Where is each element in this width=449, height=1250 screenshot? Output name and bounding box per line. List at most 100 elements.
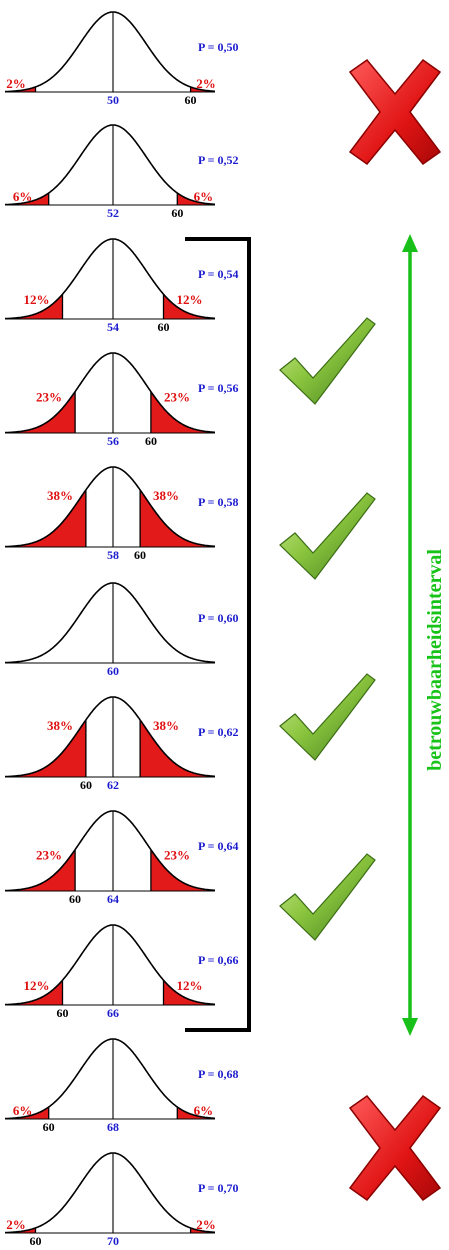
right-percent-label: 23% bbox=[164, 848, 190, 863]
left-percent-label: 2% bbox=[6, 76, 26, 91]
green-checkmark-icon bbox=[279, 492, 376, 580]
sample-value-label: 60 bbox=[145, 434, 157, 448]
left-percent-label: 38% bbox=[47, 718, 73, 733]
interval-label: betrouwbaarheidsinterval bbox=[424, 549, 446, 771]
sample-value-label: 60 bbox=[43, 1120, 55, 1134]
distribution-panel bbox=[5, 466, 215, 548]
left-tail-area bbox=[5, 719, 86, 777]
green-checkmark-icon bbox=[279, 317, 376, 405]
right-percent-label: 2% bbox=[196, 76, 216, 91]
right-tail-area bbox=[177, 193, 215, 205]
left-tail-area bbox=[5, 1227, 36, 1233]
left-percent-label: 12% bbox=[24, 292, 50, 307]
right-percent-label: 23% bbox=[164, 390, 190, 405]
distribution-panel bbox=[5, 352, 215, 434]
red-cross-icon bbox=[348, 1094, 442, 1202]
mean-label: 56 bbox=[107, 434, 119, 448]
right-tail-area bbox=[163, 294, 215, 319]
right-percent-label: 12% bbox=[176, 978, 202, 993]
right-tail-area bbox=[150, 849, 215, 891]
normal-curve bbox=[5, 696, 215, 778]
normal-curve bbox=[5, 1152, 215, 1234]
left-tail-area bbox=[5, 193, 49, 205]
mean-label: 52 bbox=[107, 206, 119, 220]
sample-value-label: 60 bbox=[29, 1234, 41, 1248]
p-value-label: P = 0,50 bbox=[198, 40, 239, 54]
interval-label-bg bbox=[418, 495, 448, 825]
right-tail-area bbox=[140, 719, 215, 777]
mean-label: 68 bbox=[107, 1120, 119, 1134]
sample-value-label: 60 bbox=[171, 206, 183, 220]
sample-value-label: 60 bbox=[185, 93, 197, 107]
p-value-label: P = 0,58 bbox=[198, 495, 239, 509]
left-percent-label: 2% bbox=[6, 1217, 26, 1232]
left-percent-label: 6% bbox=[13, 1103, 33, 1118]
sample-value-label: 60 bbox=[80, 778, 92, 792]
p-value-label: P = 0,70 bbox=[198, 1181, 239, 1195]
red-cross-icon bbox=[348, 58, 442, 166]
distribution-panel bbox=[5, 1038, 215, 1120]
p-value-label: P = 0,68 bbox=[198, 1067, 239, 1081]
normal-curve bbox=[5, 238, 215, 320]
right-percent-label: 12% bbox=[176, 292, 202, 307]
green-checkmark-icon bbox=[279, 673, 376, 761]
sample-value-label: 60 bbox=[57, 1006, 69, 1020]
p-value-label: P = 0,52 bbox=[198, 153, 239, 167]
left-tail-area bbox=[5, 294, 63, 319]
p-value-label: P = 0,64 bbox=[198, 839, 239, 853]
right-percent-label: 38% bbox=[153, 718, 179, 733]
normal-curve bbox=[5, 810, 215, 892]
p-value-label: P = 0,56 bbox=[198, 381, 239, 395]
sample-value-label: 60 bbox=[134, 548, 146, 562]
left-percent-label: 23% bbox=[36, 848, 62, 863]
distribution-panel bbox=[5, 238, 215, 320]
right-tail-area bbox=[140, 489, 215, 547]
distribution-panel bbox=[5, 11, 215, 93]
normal-curve bbox=[5, 466, 215, 548]
right-percent-label: 6% bbox=[194, 189, 214, 204]
distribution-panel bbox=[5, 924, 215, 1006]
p-value-label: P = 0,54 bbox=[198, 267, 239, 281]
normal-curve bbox=[5, 582, 215, 664]
right-percent-label: 38% bbox=[153, 488, 179, 503]
left-percent-label: 6% bbox=[13, 189, 33, 204]
left-tail-area bbox=[5, 86, 36, 92]
distribution-panel bbox=[5, 582, 215, 664]
sample-value-label: 60 bbox=[69, 892, 81, 906]
left-percent-label: 12% bbox=[24, 978, 50, 993]
distribution-panel bbox=[5, 124, 215, 206]
left-tail-area bbox=[5, 1107, 49, 1119]
left-percent-label: 38% bbox=[47, 488, 73, 503]
sample-value-label: 60 bbox=[157, 320, 169, 334]
interval-double-arrow bbox=[402, 234, 418, 1036]
p-value-label: P = 0,60 bbox=[198, 611, 239, 625]
right-tail-area bbox=[190, 86, 215, 92]
left-tail-area bbox=[5, 391, 76, 433]
normal-curve bbox=[5, 11, 215, 93]
interval-bracket bbox=[185, 237, 251, 1032]
left-percent-label: 23% bbox=[36, 390, 62, 405]
distribution-panel bbox=[5, 1152, 215, 1234]
right-percent-label: 2% bbox=[196, 1217, 216, 1232]
right-tail-area bbox=[163, 980, 215, 1005]
mean-label: 66 bbox=[107, 1006, 119, 1020]
normal-curve bbox=[5, 924, 215, 1006]
p-value-label: P = 0,62 bbox=[198, 725, 239, 739]
right-percent-label: 6% bbox=[194, 1103, 214, 1118]
mean-label: 64 bbox=[107, 892, 119, 906]
distribution-panel bbox=[5, 810, 215, 892]
right-tail-area bbox=[150, 391, 215, 433]
p-value-label: P = 0,66 bbox=[198, 953, 239, 967]
left-tail-area bbox=[5, 849, 76, 891]
mean-label: 70 bbox=[107, 1234, 119, 1248]
left-tail-area bbox=[5, 489, 86, 547]
green-checkmark-icon bbox=[279, 853, 376, 941]
mean-label: 54 bbox=[107, 320, 119, 334]
mean-label: 50 bbox=[107, 93, 119, 107]
right-tail-area bbox=[190, 1227, 215, 1233]
right-tail-area bbox=[177, 1107, 215, 1119]
mean-label: 62 bbox=[107, 778, 119, 792]
distribution-panel bbox=[5, 696, 215, 778]
